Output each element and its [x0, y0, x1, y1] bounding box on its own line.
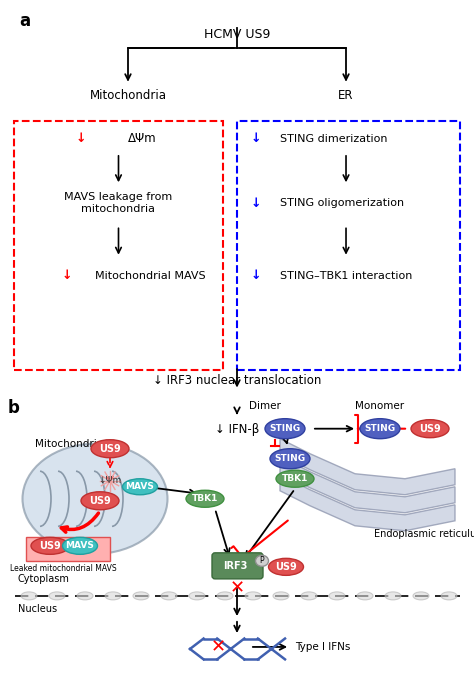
Text: ΔΨm: ΔΨm — [128, 133, 156, 145]
Ellipse shape — [21, 592, 37, 600]
Text: ↓: ↓ — [251, 269, 261, 282]
Ellipse shape — [270, 449, 310, 468]
Ellipse shape — [276, 471, 314, 487]
Text: US9: US9 — [89, 496, 111, 506]
Text: TBK1: TBK1 — [192, 494, 218, 503]
Text: STING oligomerization: STING oligomerization — [280, 198, 404, 208]
Ellipse shape — [31, 537, 69, 555]
Ellipse shape — [81, 492, 119, 510]
Text: TBK1: TBK1 — [282, 474, 308, 483]
Ellipse shape — [360, 418, 400, 439]
Text: STING: STING — [365, 424, 396, 433]
FancyBboxPatch shape — [26, 537, 110, 561]
Ellipse shape — [22, 443, 167, 554]
Ellipse shape — [189, 592, 205, 600]
Text: US9: US9 — [419, 424, 441, 434]
Ellipse shape — [91, 440, 129, 458]
Text: ↓: ↓ — [75, 133, 86, 145]
Text: MAVS: MAVS — [126, 482, 155, 491]
Text: Leaked mitochondrial MAVS: Leaked mitochondrial MAVS — [9, 564, 116, 573]
Text: ↓ IRF3 nuclear translocation: ↓ IRF3 nuclear translocation — [153, 374, 321, 387]
Text: US9: US9 — [99, 443, 121, 454]
Text: Monomer: Monomer — [356, 400, 405, 411]
Text: STING–TBK1 interaction: STING–TBK1 interaction — [280, 271, 412, 281]
Ellipse shape — [385, 592, 401, 600]
FancyBboxPatch shape — [212, 553, 263, 579]
Ellipse shape — [105, 592, 121, 600]
Polygon shape — [280, 457, 455, 513]
Text: Dimer: Dimer — [249, 400, 281, 411]
Text: b: b — [8, 398, 20, 416]
Text: STING: STING — [269, 424, 301, 433]
Text: Cytoplasm: Cytoplasm — [18, 574, 70, 584]
Text: ↓: ↓ — [61, 269, 72, 282]
Text: MAVS leakage from
mitochondria: MAVS leakage from mitochondria — [64, 192, 173, 214]
Ellipse shape — [265, 418, 305, 439]
Ellipse shape — [273, 592, 289, 600]
Text: ↓: ↓ — [251, 197, 261, 210]
Text: IRF3: IRF3 — [223, 561, 247, 571]
Text: Mitochondrial MAVS: Mitochondrial MAVS — [95, 271, 205, 281]
Text: ↓ IFN-β: ↓ IFN-β — [215, 423, 259, 436]
Text: Nucleus: Nucleus — [18, 604, 57, 614]
Text: ↓Ψm: ↓Ψm — [99, 476, 122, 485]
Ellipse shape — [133, 592, 149, 600]
Ellipse shape — [255, 555, 268, 566]
Text: STING: STING — [274, 454, 306, 463]
Ellipse shape — [122, 479, 157, 495]
Ellipse shape — [49, 592, 65, 600]
Ellipse shape — [329, 592, 345, 600]
Ellipse shape — [77, 592, 93, 600]
Ellipse shape — [63, 537, 98, 555]
Text: US9: US9 — [39, 541, 61, 551]
Ellipse shape — [161, 592, 177, 600]
Ellipse shape — [411, 420, 449, 438]
Ellipse shape — [245, 592, 261, 600]
Text: MAVS: MAVS — [65, 541, 94, 550]
Ellipse shape — [217, 592, 233, 600]
Polygon shape — [280, 439, 455, 495]
Text: Mitochondria: Mitochondria — [90, 89, 166, 101]
Text: P: P — [260, 557, 264, 566]
Text: HCMV US9: HCMV US9 — [204, 28, 270, 41]
Ellipse shape — [441, 592, 457, 600]
Ellipse shape — [268, 559, 303, 575]
Text: Type I IFNs: Type I IFNs — [295, 642, 350, 652]
Text: ✕: ✕ — [210, 638, 226, 656]
Text: US9: US9 — [275, 562, 297, 572]
Text: Mitochondrion: Mitochondrion — [35, 439, 110, 449]
Text: ↓: ↓ — [251, 133, 261, 145]
Text: ER: ER — [338, 89, 354, 101]
Text: Endoplasmic reticulum: Endoplasmic reticulum — [374, 529, 474, 539]
Text: STING dimerization: STING dimerization — [280, 134, 387, 144]
Ellipse shape — [357, 592, 373, 600]
Ellipse shape — [413, 592, 429, 600]
Polygon shape — [280, 475, 455, 531]
Text: ✕: ✕ — [229, 579, 245, 597]
Ellipse shape — [186, 490, 224, 507]
Text: a: a — [19, 12, 30, 30]
Ellipse shape — [301, 592, 317, 600]
